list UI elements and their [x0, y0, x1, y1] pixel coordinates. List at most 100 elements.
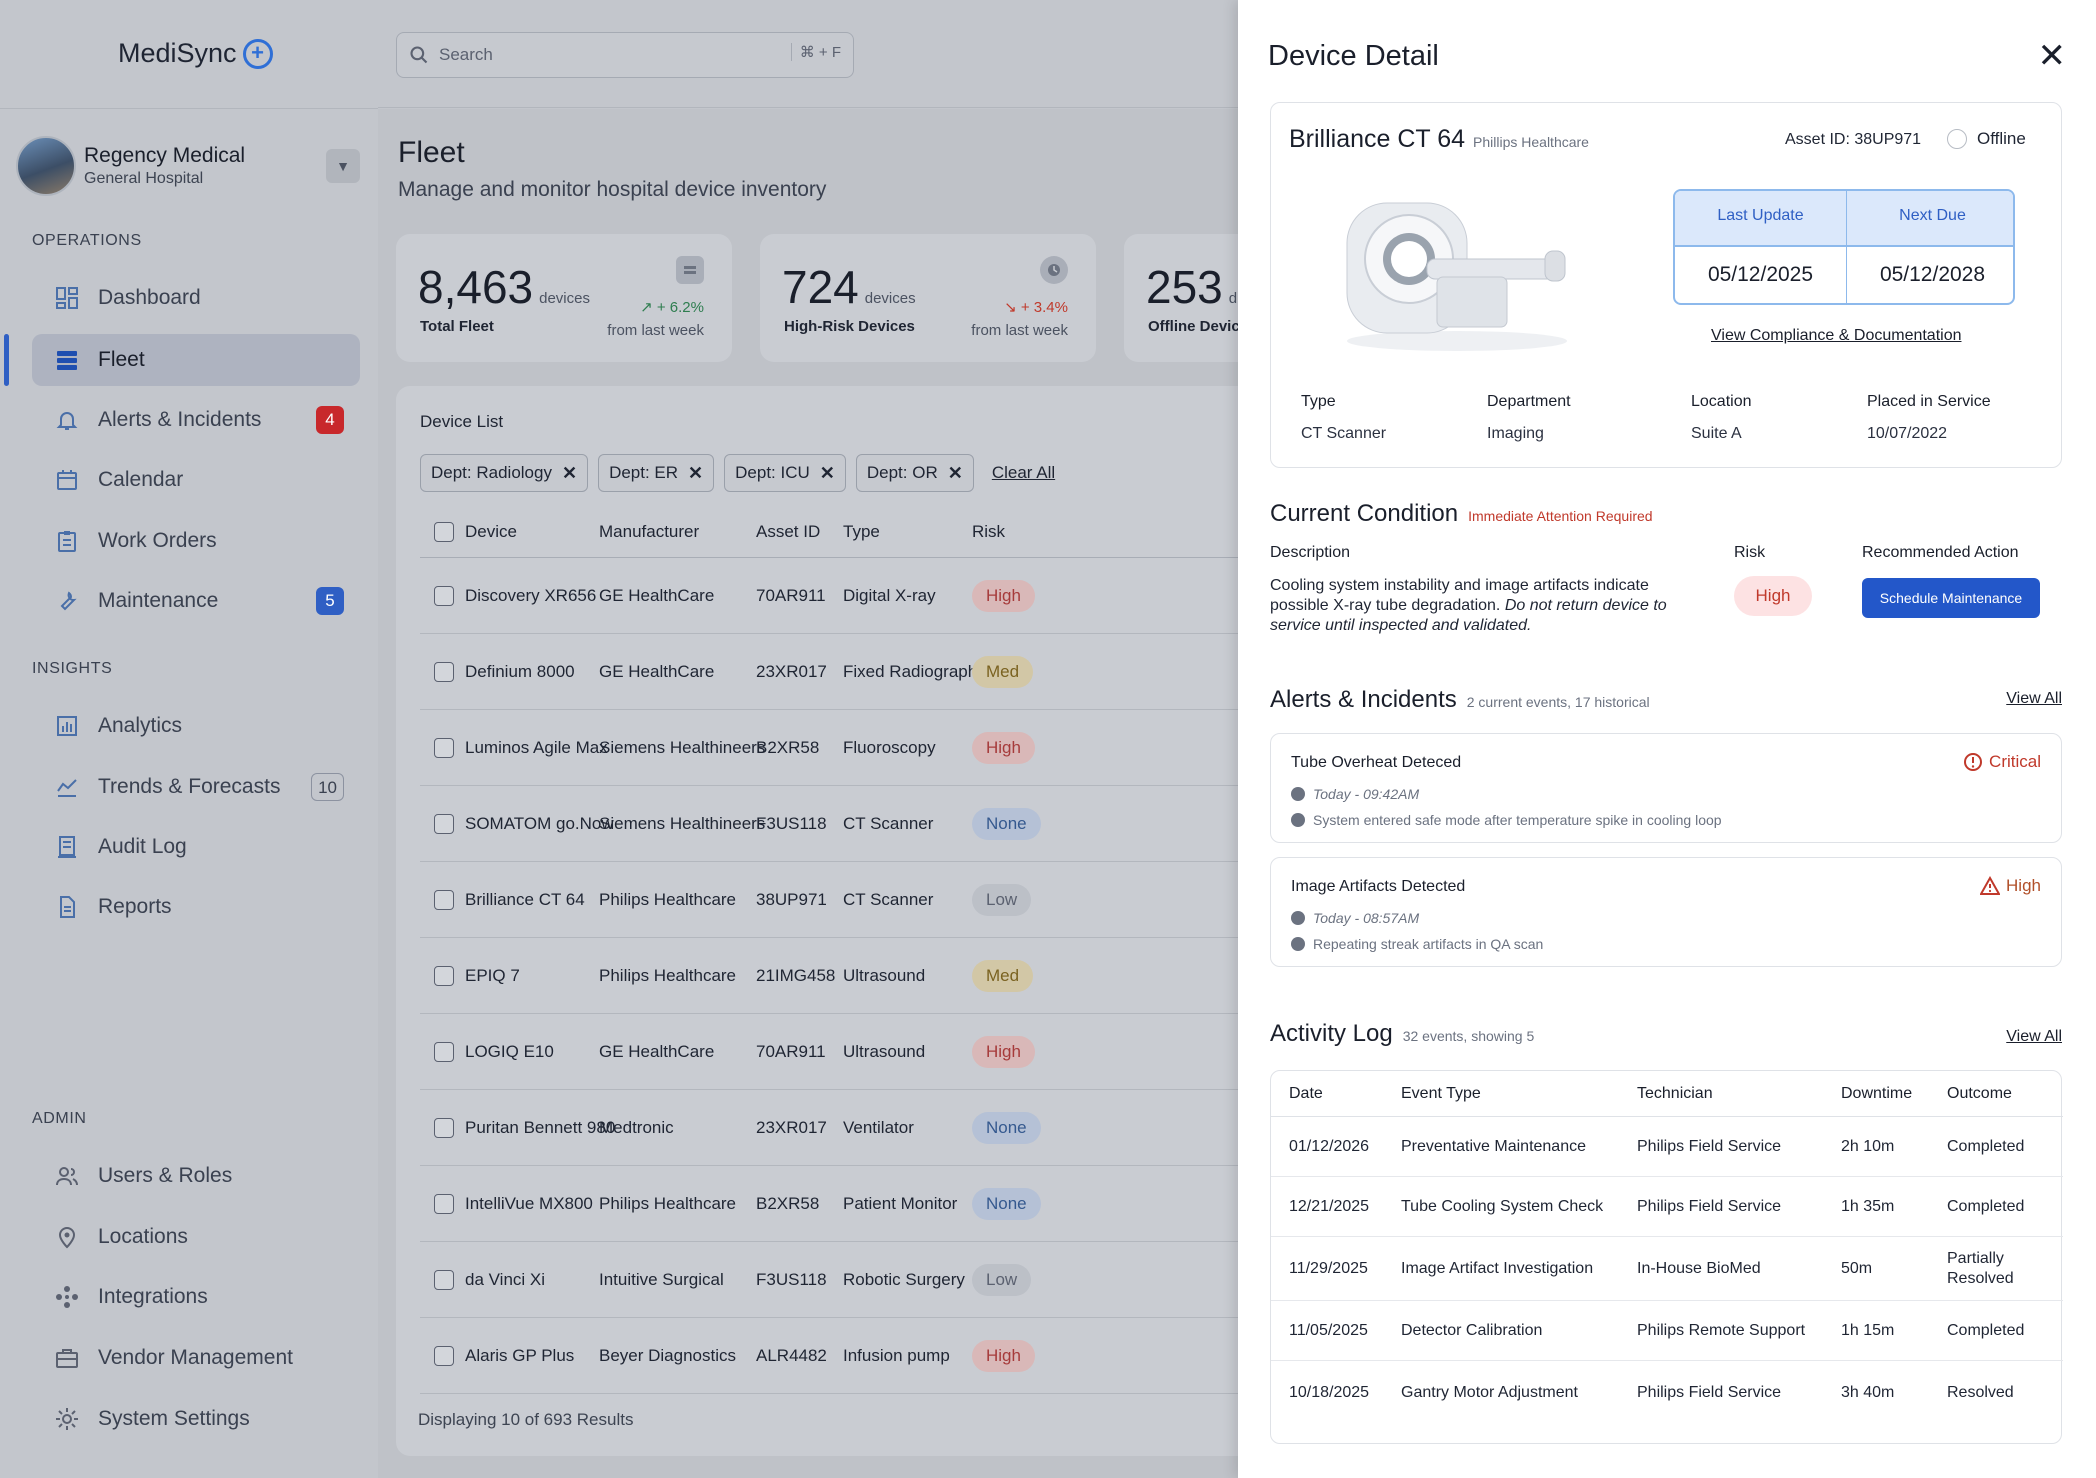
chevron-down-icon[interactable]: ▼	[326, 149, 360, 183]
table-row[interactable]: Brilliance CT 64 Philips Healthcare 38UP97…	[420, 862, 1260, 938]
filter-chip[interactable]: Dept: ICU ✕	[724, 454, 846, 492]
table-row[interactable]: SOMATOM go.Now Siemens Healthineers F3US11…	[420, 786, 1260, 862]
row-checkbox[interactable]	[434, 585, 454, 606]
row-checkbox[interactable]	[434, 965, 454, 986]
nav-item-dashboard[interactable]: Dashboard	[32, 272, 360, 324]
activity-view-all-link[interactable]: View All	[2006, 1028, 2062, 1045]
nav-item-fleet[interactable]: Fleet	[32, 334, 360, 386]
device-list-panel: Device List Dept: Radiology ✕ Dept: ER ✕ D…	[396, 386, 1276, 1456]
page-subtitle: Manage and monitor hospital device inven…	[398, 178, 827, 201]
table-row[interactable]: da Vinci Xi Intuitive Surgical F3US118 Robo…	[420, 1242, 1260, 1318]
view-compliance-link[interactable]: View Compliance & Documentation	[1711, 327, 1962, 344]
alerts-view-all-link[interactable]: View All	[2006, 690, 2062, 707]
column-header-outcome[interactable]: Outcome	[1947, 1084, 2012, 1102]
activity-log-row[interactable]: 01/12/2026 Preventative Maintenance Philip…	[1271, 1117, 2063, 1177]
table-row[interactable]: IntelliVue MX800 Philips Healthcare B2XR58…	[420, 1166, 1260, 1242]
filter-chip[interactable]: Dept: Radiology ✕	[420, 454, 589, 492]
table-row[interactable]: Puritan Bennett 980 Medtronic 23XR017 Venti…	[420, 1090, 1260, 1166]
spec-value: 10/07/2022	[1867, 425, 1948, 442]
column-header-type[interactable]: Type	[843, 521, 880, 541]
device-name: Puritan Bennett 980	[465, 1117, 616, 1137]
column-header-downtime[interactable]: Downtime	[1841, 1084, 1913, 1102]
row-checkbox[interactable]	[434, 661, 454, 682]
stat-unit: devices	[864, 290, 916, 307]
nav-item-users-roles[interactable]: Users & Roles	[32, 1150, 360, 1202]
status-radio[interactable]	[1947, 129, 1967, 149]
bell-icon	[54, 407, 80, 433]
remove-filter-icon[interactable]: ✕	[947, 462, 963, 483]
calendar-icon	[54, 467, 80, 493]
incident-title: Tube Overheat Deteced	[1291, 754, 1462, 771]
nav-item-system-settings[interactable]: System Settings	[32, 1393, 360, 1445]
search-input[interactable]: Search ⌘ + F	[396, 32, 854, 78]
offline-status[interactable]: Offline	[1947, 129, 2026, 149]
active-indicator	[4, 334, 9, 386]
close-icon[interactable]: ✕	[2037, 37, 2067, 75]
wrench-icon	[54, 588, 80, 614]
organization-switcher[interactable]: Regency Medical General Hospital ▼	[16, 136, 360, 196]
last-update-label: Last Update	[1717, 207, 1804, 224]
row-checkbox[interactable]	[434, 1269, 454, 1290]
row-checkbox[interactable]	[434, 813, 454, 834]
trend-down-icon: ↘	[1004, 299, 1021, 316]
map-pin-icon	[1291, 787, 1305, 801]
select-all-checkbox[interactable]	[434, 521, 454, 542]
activity-log-row[interactable]: 11/29/2025 Image Artifact Investigation In…	[1271, 1237, 2063, 1301]
next-due-value: 05/12/2028	[1879, 263, 1986, 286]
nav-item-work-orders[interactable]: Work Orders	[32, 515, 360, 567]
filter-chip[interactable]: Dept: OR ✕	[855, 454, 974, 492]
activity-log-row[interactable]: 12/21/2025 Tube Cooling System Check Phili…	[1271, 1177, 2063, 1237]
schedule-maintenance-button[interactable]: Schedule Maintenance	[1862, 578, 2040, 618]
device-asset-id: 70AR911	[756, 585, 826, 605]
nav-item-audit-log[interactable]: Audit Log	[32, 821, 360, 873]
recommended-action-label: Recommended Action	[1862, 544, 2019, 561]
stat-card-high-risk[interactable]: 724 devices High-Risk Devices ↘ + 3.4% fr…	[760, 234, 1096, 362]
column-header-risk[interactable]: Risk	[972, 521, 1006, 541]
incident-card[interactable]: Image Artifacts Detected High Today - 08…	[1270, 857, 2062, 967]
row-checkbox[interactable]	[434, 1041, 454, 1062]
nav-label: Dashboard	[98, 286, 201, 309]
row-checkbox[interactable]	[434, 1193, 454, 1214]
table-row[interactable]: Alaris GP Plus Beyer Diagnostics ALR4482 In…	[420, 1318, 1260, 1394]
row-checkbox[interactable]	[434, 1117, 454, 1138]
nav-item-analytics[interactable]: Analytics	[32, 700, 360, 752]
clear-all-filters-link[interactable]: Clear All	[991, 463, 1056, 482]
nav-item-integrations[interactable]: Integrations	[32, 1271, 360, 1323]
activity-log-row[interactable]: 11/05/2025 Detector Calibration Philips Re…	[1271, 1301, 2063, 1361]
nav-item-locations[interactable]: Locations	[32, 1211, 360, 1263]
column-header-technician[interactable]: Technician	[1637, 1084, 1713, 1102]
nav-item-reports[interactable]: Reports	[32, 881, 360, 933]
nav-item-alerts[interactable]: Alerts & Incidents 4	[32, 394, 360, 446]
current-condition-heading: Current Condition Immediate Attention Req…	[1270, 500, 1653, 527]
row-checkbox[interactable]	[434, 737, 454, 758]
row-checkbox[interactable]	[434, 889, 454, 910]
column-header-event-type[interactable]: Event Type	[1401, 1084, 1481, 1102]
column-header-asset-id[interactable]: Asset ID	[756, 521, 821, 541]
column-header-date[interactable]: Date	[1289, 1084, 1323, 1102]
stat-card-total-fleet[interactable]: 8,463 devices Total Fleet ↗ + 6.2% from l…	[396, 234, 732, 362]
log-event-type: Detector Calibration	[1401, 1321, 1543, 1339]
remove-filter-icon[interactable]: ✕	[688, 462, 704, 483]
nav-item-calendar[interactable]: Calendar	[32, 454, 360, 506]
activity-log-row[interactable]: 10/18/2025 Gantry Motor Adjustment Philips…	[1271, 1361, 2063, 1425]
remove-filter-icon[interactable]: ✕	[561, 462, 578, 483]
filter-chip[interactable]: Dept: ER ✕	[598, 454, 715, 492]
brand-logo[interactable]: MediSync +	[118, 38, 273, 69]
nav-item-maintenance[interactable]: Maintenance 5	[32, 575, 360, 627]
nav-item-trends[interactable]: Trends & Forecasts 10	[32, 761, 360, 813]
table-row[interactable]: LOGIQ E10 GE HealthCare 70AR911 Ultrasound H…	[420, 1014, 1260, 1090]
device-type: Ultrasound	[843, 965, 926, 985]
table-row[interactable]: EPIQ 7 Philips Healthcare 21IMG458 Ultrasou…	[420, 938, 1260, 1014]
table-row[interactable]: Definium 8000 GE HealthCare 23XR017 Fixed R…	[420, 634, 1260, 710]
column-header-manufacturer[interactable]: Manufacturer	[599, 521, 700, 541]
incident-card[interactable]: Tube Overheat Deteced Critical Today - 0…	[1270, 733, 2062, 843]
row-checkbox[interactable]	[434, 1345, 454, 1366]
remove-filter-icon[interactable]: ✕	[819, 462, 835, 483]
device-asset-id: F3US118	[756, 813, 827, 833]
column-header-device[interactable]: Device	[465, 521, 517, 541]
device-manufacturer: Philips Healthcare	[599, 965, 737, 985]
table-row[interactable]: Discovery XR656 GE HealthCare 70AR911 Digit…	[420, 558, 1260, 634]
table-row[interactable]: Luminos Agile Max Siemens Healthineers B2X…	[420, 710, 1260, 786]
nav-item-vendor-management[interactable]: Vendor Management	[32, 1332, 360, 1384]
device-manufacturer: Philips Healthcare	[599, 1193, 737, 1213]
